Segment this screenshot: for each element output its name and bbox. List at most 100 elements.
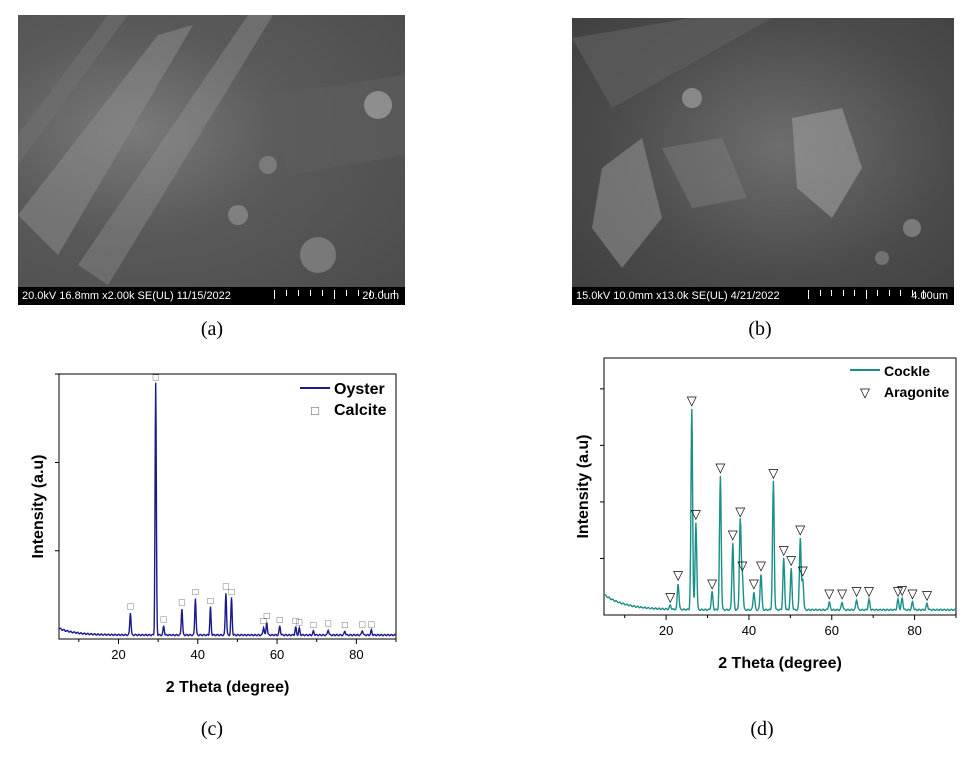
scale-tick [911, 290, 913, 296]
peak-marker: □ [277, 615, 283, 626]
peak-marker: ▽ [715, 460, 725, 475]
scale-tick [808, 290, 809, 299]
sem-texture-a [18, 15, 405, 285]
x-tick-label: 20 [111, 647, 125, 662]
x-tick-label: 20 [659, 623, 673, 638]
series-line-cockle [604, 408, 957, 612]
x-tick-label: 60 [270, 647, 284, 662]
scale-tick [888, 290, 890, 296]
scale-tick [900, 290, 901, 296]
peak-marker: ▽ [824, 586, 834, 601]
peak-marker: ▽ [852, 584, 862, 599]
scale-tick [394, 290, 395, 299]
peak-marker: □ [161, 615, 167, 626]
x-tick-label: 80 [907, 623, 921, 638]
caption-d: (d) [750, 718, 774, 740]
peak-marker: □ [261, 616, 267, 627]
peak-marker: ▽ [768, 465, 778, 480]
scale-tick [854, 290, 855, 296]
peak-marker: ▽ [737, 558, 747, 573]
plot-frame [603, 357, 957, 616]
sem-texture-b [572, 18, 921, 268]
peak-marker: □ [179, 598, 185, 609]
x-axis-label: 2 Theta (degree) [718, 655, 842, 672]
legend-label-phase: Calcite [334, 402, 387, 419]
x-axis-label: 2 Theta (degree) [166, 679, 290, 696]
scale-tick [346, 290, 347, 296]
scale-tick [310, 290, 311, 296]
peak-marker: □ [207, 596, 213, 607]
y-axis-label: Intensity (a.u) [30, 454, 47, 558]
scale-tick [334, 290, 335, 299]
peak-marker: ▽ [795, 522, 805, 537]
scale-tick [370, 290, 371, 296]
peak-marker: ▽ [786, 553, 796, 568]
sem-image-b: 15.0kV 10.0mm x13.0k SE(UL) 4/21/2022 4.… [572, 18, 954, 305]
caption-a: (a) [200, 318, 224, 340]
peak-marker: ▽ [798, 563, 808, 578]
sem-databar-a: 20.0kV 16.8mm x2.00k SE(UL) 11/15/2022 2… [18, 287, 405, 305]
peak-marker: ▽ [908, 586, 918, 601]
peak-marker: ▽ [893, 584, 903, 599]
scale-tick [322, 290, 323, 296]
peak-marker: ▽ [707, 576, 717, 591]
scale-label-b: 4.00um [911, 290, 948, 302]
peak-marker: □ [192, 587, 198, 598]
plot-frame [58, 373, 397, 640]
peak-marker: ▽ [665, 589, 675, 604]
peak-marker: ▽ [837, 586, 847, 601]
scale-tick [923, 290, 924, 299]
x-tick-label: 40 [742, 623, 756, 638]
peak-marker: □ [359, 619, 365, 630]
peak-marker: ▽ [735, 504, 745, 519]
peak-marker: ▽ [864, 584, 874, 599]
legend-label-phase: Aragonite [884, 384, 950, 400]
scale-tick [274, 290, 275, 299]
scale-tick [842, 290, 844, 296]
peak-marker: □ [325, 619, 331, 630]
caption-b: (b) [748, 318, 772, 340]
peak-marker: ▽ [728, 527, 738, 542]
scale-label-a: 20.0um [362, 290, 399, 302]
peak-marker: ▽ [897, 582, 907, 597]
sem-image-a: 20.0kV 16.8mm x2.00k SE(UL) 11/15/2022 2… [18, 15, 405, 305]
scale-tick [298, 290, 299, 296]
scale-tick [819, 290, 821, 296]
scale-tick [358, 290, 359, 296]
x-tick-label: 80 [349, 647, 363, 662]
legend-symbol-phase: □ [311, 403, 319, 418]
series-line-oyster [58, 382, 397, 637]
peak-marker: □ [342, 620, 348, 631]
peak-marker: □ [153, 372, 159, 383]
scale-tick [865, 290, 867, 299]
sem-info-b: 15.0kV 10.0mm x13.0k SE(UL) 4/21/2022 [576, 290, 780, 302]
peak-marker: □ [293, 616, 299, 627]
sem-databar-b: 15.0kV 10.0mm x13.0k SE(UL) 4/21/2022 4.… [572, 287, 954, 305]
peak-marker: ▽ [691, 506, 701, 521]
legend-label-series: Cockle [884, 363, 930, 379]
y-axis-label: Intensity (a.u) [575, 434, 592, 538]
peak-marker: ▽ [673, 568, 683, 583]
peak-marker: □ [223, 582, 229, 593]
peak-marker: ▽ [749, 576, 759, 591]
peak-marker: □ [228, 587, 234, 598]
x-tick-label: 40 [191, 647, 205, 662]
peak-marker: □ [264, 611, 270, 622]
peak-marker: □ [311, 620, 317, 631]
caption-c: (c) [200, 718, 224, 740]
peak-marker: ▽ [687, 393, 697, 408]
peak-marker: □ [296, 617, 302, 628]
peak-marker: □ [368, 619, 374, 630]
x-tick-label: 60 [825, 623, 839, 638]
peak-marker: ▽ [756, 558, 766, 573]
scale-tick [877, 290, 878, 296]
scale-tick [831, 290, 832, 296]
legend-label-series: Oyster [334, 381, 385, 398]
peak-marker: ▽ [779, 542, 789, 557]
sem-info-a: 20.0kV 16.8mm x2.00k SE(UL) 11/15/2022 [22, 290, 231, 302]
peak-marker: ▽ [922, 587, 932, 602]
peak-marker: □ [127, 601, 133, 612]
legend-symbol-phase: ▽ [860, 385, 870, 400]
scale-tick [286, 290, 287, 296]
scale-tick [382, 290, 383, 296]
